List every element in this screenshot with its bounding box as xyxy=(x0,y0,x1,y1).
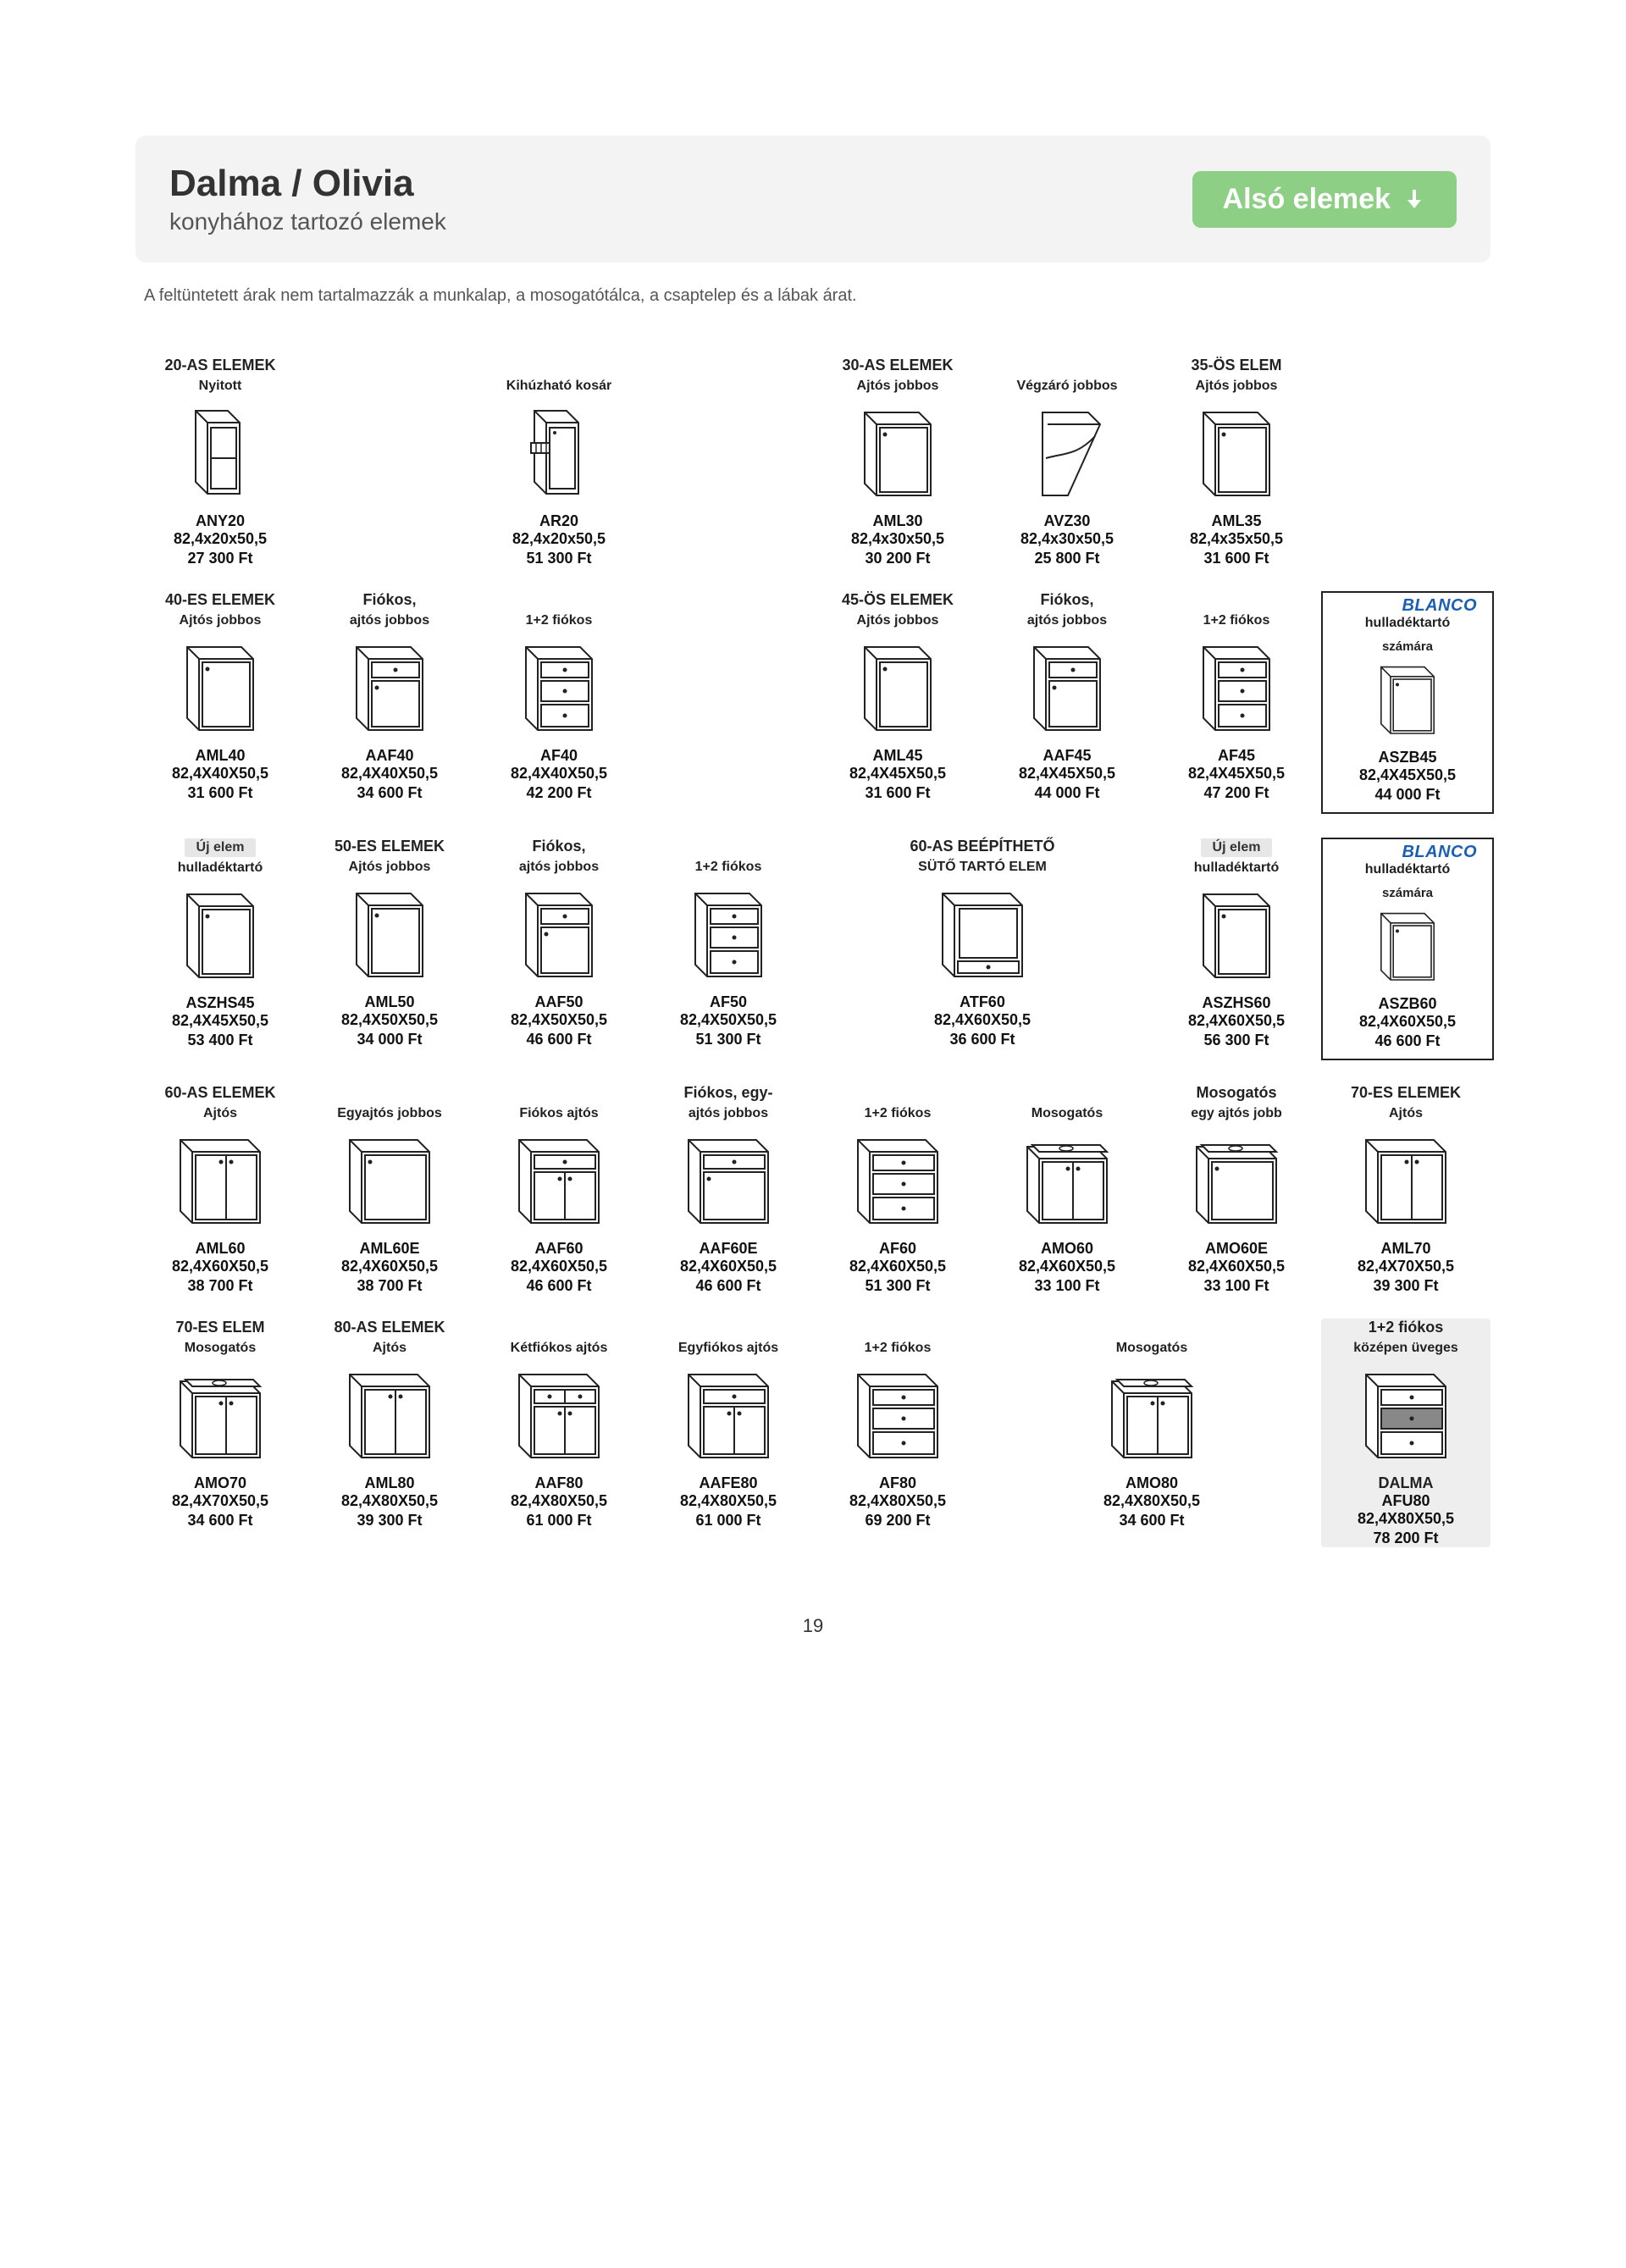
cabinet-icon xyxy=(174,1364,267,1466)
cabinet-icon xyxy=(512,883,606,985)
cabinet-icon xyxy=(1361,905,1454,987)
cabinet-icon xyxy=(343,1364,436,1466)
catalog-item: 20-AS ELEMEK Nyitott ANY20 82,4x20x50,5 … xyxy=(136,357,305,567)
new-badge: Új elem xyxy=(185,838,257,857)
catalog-item: 40-ES ELEMEK Ajtós jobbos AML40 82,4X40X… xyxy=(136,591,305,814)
catalog-item: 70-ES ELEM Mosogatós AMO70 82,4X70X50,5 … xyxy=(136,1319,305,1547)
cabinet-icon xyxy=(1020,1130,1114,1231)
catalog-item: Egyajtós jobbos AML60E 82,4X60X50,5 38 7… xyxy=(305,1084,474,1295)
cabinet-icon xyxy=(174,1130,267,1231)
page-subtitle: konyhához tartozó elemek xyxy=(169,208,446,235)
catalog-item: 80-AS ELEMEK Ajtós AML80 82,4X80X50,5 39… xyxy=(305,1319,474,1547)
cabinet-icon xyxy=(343,1130,436,1231)
cabinet-icon xyxy=(682,1130,775,1231)
catalog-item: Fiókos, ajtós jobbos AAF40 82,4X40X50,5 … xyxy=(305,591,474,814)
catalog-grid: 20-AS ELEMEK Nyitott ANY20 82,4x20x50,5 … xyxy=(136,357,1490,1547)
catalog-item: 70-ES ELEMEK Ajtós AML70 82,4X70X50,5 39… xyxy=(1321,1084,1490,1295)
cabinet-icon xyxy=(1020,637,1114,738)
cabinet-icon xyxy=(851,1364,944,1466)
catalog-item: 1+2 fiókos AF40 82,4X40X50,5 42 200 Ft xyxy=(474,591,644,814)
catalog-item: 1+2 fiókos AF60 82,4X60X50,5 51 300 Ft xyxy=(813,1084,982,1295)
brand-label: DALMA xyxy=(1321,1474,1490,1492)
catalog-row: 70-ES ELEM Mosogatós AMO70 82,4X70X50,5 … xyxy=(136,1319,1490,1547)
catalog-item: 1+2 fiókos AF45 82,4X45X50,5 47 200 Ft xyxy=(1152,591,1321,814)
blanco-brand: BLANCO xyxy=(1323,843,1492,862)
section-button-label: Alsó elemek xyxy=(1223,183,1391,216)
cabinet-icon xyxy=(1190,1130,1283,1231)
cabinet-icon xyxy=(1361,659,1454,740)
page-header: Dalma / Olivia konyhához tartozó elemek … xyxy=(136,136,1490,263)
price-disclaimer: A feltüntetett árak nem tartalmazzák a m… xyxy=(144,286,1490,306)
blanco-catalog-item: BLANCO hulladéktartó számára ASZB60 82,4… xyxy=(1321,838,1494,1060)
catalog-row: Új elem hulladéktartó ASZHS45 82,4X45X50… xyxy=(136,838,1490,1060)
header-text-block: Dalma / Olivia konyhához tartozó elemek xyxy=(169,163,446,235)
cabinet-icon xyxy=(1020,402,1114,504)
catalog-item: 45-ÖS ELEMEK Ajtós jobbos AML45 82,4X45X… xyxy=(813,591,982,814)
catalog-item: 60-AS ELEMEK Ajtós AML60 82,4X60X50,5 38… xyxy=(136,1084,305,1295)
catalog-item: 1+2 fiókos AF80 82,4X80X50,5 69 200 Ft xyxy=(813,1319,982,1547)
catalog-item: Új elem hulladéktartó ASZHS45 82,4X45X50… xyxy=(136,838,305,1060)
catalog-item: Fiókos, ajtós jobbos AAF50 82,4X50X50,5 … xyxy=(474,838,644,1060)
catalog-page: Dalma / Olivia konyhához tartozó elemek … xyxy=(136,136,1490,1637)
catalog-item: Mosogatós AMO60 82,4X60X50,5 33 100 Ft xyxy=(982,1084,1152,1295)
highlight-catalog-item: 1+2 fiókos középen üveges DALMA AFU80 82… xyxy=(1321,1319,1490,1547)
item-code: ANY20 xyxy=(136,512,305,530)
catalog-item: Fiókos ajtós AAF60 82,4X60X50,5 46 600 F… xyxy=(474,1084,644,1295)
blanco-catalog-item: BLANCO hulladéktartó számára ASZB45 82,4… xyxy=(1321,591,1494,814)
catalog-item: Fiókos, ajtós jobbos AAF45 82,4X45X50,5 … xyxy=(982,591,1152,814)
catalog-item: Mosogatós AMO80 82,4X80X50,5 34 600 Ft xyxy=(982,1319,1321,1547)
cabinet-icon xyxy=(343,637,436,738)
item-price: 27 300 Ft xyxy=(136,550,305,567)
cabinet-icon xyxy=(1190,884,1283,986)
cabinet-icon xyxy=(512,637,606,738)
variant-label: Nyitott xyxy=(136,379,305,396)
cabinet-icon xyxy=(174,402,267,504)
catalog-item: 1+2 fiókos AF50 82,4X50X50,5 51 300 Ft xyxy=(644,838,813,1060)
catalog-item: Fiókos, egy- ajtós jobbos AAF60E 82,4X60… xyxy=(644,1084,813,1295)
catalog-item: 35-ÖS ELEM Ajtós jobbos AML35 82,4x35x50… xyxy=(1152,357,1321,567)
cabinet-icon xyxy=(682,1364,775,1466)
page-title: Dalma / Olivia xyxy=(169,163,446,205)
cabinet-icon xyxy=(851,637,944,738)
cabinet-icon xyxy=(512,1130,606,1231)
catalog-row: 40-ES ELEMEK Ajtós jobbos AML40 82,4X40X… xyxy=(136,591,1490,814)
catalog-item: 60-AS BEÉPÍTHETŐ SÜTŐ TARTÓ ELEM ATF60 8… xyxy=(813,838,1152,1060)
page-number: 19 xyxy=(136,1615,1490,1637)
catalog-item: Kihúzható kosár AR20 82,4x20x50,5 51 300… xyxy=(474,357,644,567)
cabinet-icon xyxy=(1359,1364,1452,1466)
catalog-row: 60-AS ELEMEK Ajtós AML60 82,4X60X50,5 38… xyxy=(136,1084,1490,1295)
catalog-item: Kétfiókos ajtós AAF80 82,4X80X50,5 61 00… xyxy=(474,1319,644,1547)
new-badge: Új elem xyxy=(1201,838,1273,857)
cabinet-icon xyxy=(1359,1130,1452,1231)
section-label: 20-AS ELEMEK xyxy=(136,357,305,375)
cabinet-icon xyxy=(1190,637,1283,738)
catalog-row: 20-AS ELEMEK Nyitott ANY20 82,4x20x50,5 … xyxy=(136,357,1490,567)
cabinet-icon xyxy=(343,883,436,985)
cabinet-icon xyxy=(512,402,606,504)
catalog-item: Egyfiókos ajtós AAFE80 82,4X80X50,5 61 0… xyxy=(644,1319,813,1547)
arrow-down-icon xyxy=(1402,187,1426,211)
catalog-item: 30-AS ELEMEK Ajtós jobbos AML30 82,4x30x… xyxy=(813,357,982,567)
blanco-brand: BLANCO xyxy=(1323,596,1492,616)
cabinet-icon xyxy=(851,402,944,504)
catalog-item: Mosogatós egy ajtós jobb AMO60E 82,4X60X… xyxy=(1152,1084,1321,1295)
catalog-item: 50-ES ELEMEK Ajtós jobbos AML50 82,4X50X… xyxy=(305,838,474,1060)
item-dims: 82,4x20x50,5 xyxy=(136,530,305,548)
cabinet-icon xyxy=(1105,1364,1198,1466)
catalog-item: Végzáró jobbos AVZ30 82,4x30x50,5 25 800… xyxy=(982,357,1152,567)
section-button[interactable]: Alsó elemek xyxy=(1192,171,1457,228)
cabinet-icon xyxy=(851,1130,944,1231)
cabinet-icon xyxy=(174,637,267,738)
variant-label: Kihúzható kosár xyxy=(474,379,644,396)
cabinet-icon xyxy=(1190,402,1283,504)
cabinet-icon xyxy=(512,1364,606,1466)
cabinet-icon xyxy=(936,883,1029,985)
catalog-item: Új elem hulladéktartó ASZHS60 82,4X60X50… xyxy=(1152,838,1321,1060)
cabinet-icon xyxy=(174,884,267,986)
cabinet-icon xyxy=(682,883,775,985)
